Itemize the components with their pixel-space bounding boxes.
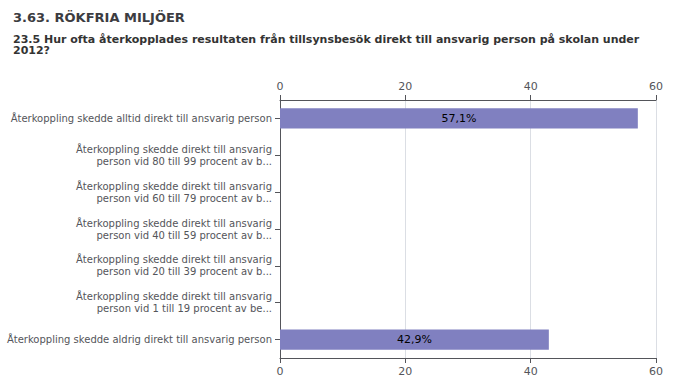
svg-text:Återkoppling skedde direkt til: Återkoppling skedde direkt till ansvarig	[76, 180, 272, 192]
svg-text:Återkoppling skedde direkt til: Återkoppling skedde direkt till ansvarig	[76, 217, 272, 229]
svg-text:57,1%: 57,1%	[441, 112, 476, 125]
svg-text:3.63. RÖKFRIA MILJÖER: 3.63. RÖKFRIA MILJÖER	[13, 10, 185, 25]
svg-text:0: 0	[277, 365, 284, 378]
svg-text:2012?: 2012?	[13, 44, 50, 57]
svg-text:Återkoppling skedde direkt til: Återkoppling skedde direkt till ansvarig	[76, 253, 272, 265]
svg-text:60: 60	[649, 80, 663, 93]
svg-text:Återkoppling skedde direkt til: Återkoppling skedde direkt till ansvarig	[76, 143, 272, 155]
svg-text:40: 40	[524, 80, 538, 93]
svg-text:60: 60	[649, 365, 663, 378]
svg-text:0: 0	[277, 80, 284, 93]
svg-text:20: 20	[398, 365, 412, 378]
svg-text:person vid 20 till 39 procent: person vid 20 till 39 procent av b...	[97, 266, 272, 277]
svg-text:20: 20	[398, 80, 412, 93]
svg-text:person vid 40 till 59 procent: person vid 40 till 59 procent av b...	[97, 230, 272, 241]
svg-text:person vid 60 till 79 procent: person vid 60 till 79 procent av b...	[97, 193, 272, 204]
svg-text:Återkoppling skedde aldrig dir: Återkoppling skedde aldrig direkt till a…	[7, 333, 272, 345]
svg-text:40: 40	[524, 365, 538, 378]
svg-text:person vid 1 till 19 procent a: person vid 1 till 19 procent av be...	[97, 303, 272, 314]
svg-text:person vid 80 till 99 procent: person vid 80 till 99 procent av b...	[97, 156, 272, 167]
svg-text:23.5 Hur ofta återkopplades re: 23.5 Hur ofta återkopplades resultaten f…	[13, 33, 643, 46]
svg-text:Återkoppling skedde direkt til: Återkoppling skedde direkt till ansvarig	[76, 290, 272, 302]
svg-text:42,9%: 42,9%	[397, 333, 432, 346]
svg-text:Återkoppling skedde alltid dir: Återkoppling skedde alltid direkt till a…	[11, 112, 272, 124]
